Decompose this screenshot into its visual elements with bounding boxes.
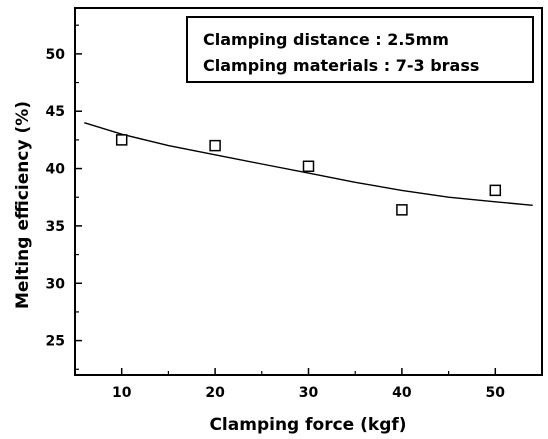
y-tick-label-25: 25 xyxy=(46,334,65,350)
x-axis-label: Clamping force (kgf) xyxy=(209,415,406,435)
y-tick-label-30: 30 xyxy=(46,276,66,292)
data-markers xyxy=(115,134,502,216)
y-tick-label-35: 35 xyxy=(46,219,65,235)
x-tick-label-30: 30 xyxy=(299,385,319,401)
x-tick-label-50: 50 xyxy=(486,385,506,401)
legend-frame xyxy=(186,16,534,83)
y-tick-label-40: 40 xyxy=(46,162,66,178)
data-point-1 xyxy=(115,134,128,146)
data-point-4 xyxy=(396,204,408,216)
x-axis-ticks: 10 20 30 40 50 xyxy=(74,368,543,401)
legend-box: Clamping distance : 2.5mm Clamping mater… xyxy=(186,16,534,83)
y-tick-label-45: 45 xyxy=(46,104,65,120)
data-point-2 xyxy=(209,139,221,152)
data-point-3 xyxy=(302,160,315,173)
x-tick-label-40: 40 xyxy=(392,385,412,401)
data-point-5 xyxy=(489,184,502,197)
x-tick-label-10: 10 xyxy=(112,385,132,401)
annotation-clamping-distance: Clamping distance : 2.5mm xyxy=(203,30,449,49)
x-tick-label-20: 20 xyxy=(205,385,225,401)
y-axis-label: Melting efficiency (%) xyxy=(13,101,33,309)
fit-curve xyxy=(84,122,533,206)
annotation-clamping-materials: Clamping materials : 7-3 brass xyxy=(203,56,479,75)
y-axis-ticks: 25 30 35 40 45 50 xyxy=(46,24,82,370)
y-tick-label-50: 50 xyxy=(46,47,66,63)
